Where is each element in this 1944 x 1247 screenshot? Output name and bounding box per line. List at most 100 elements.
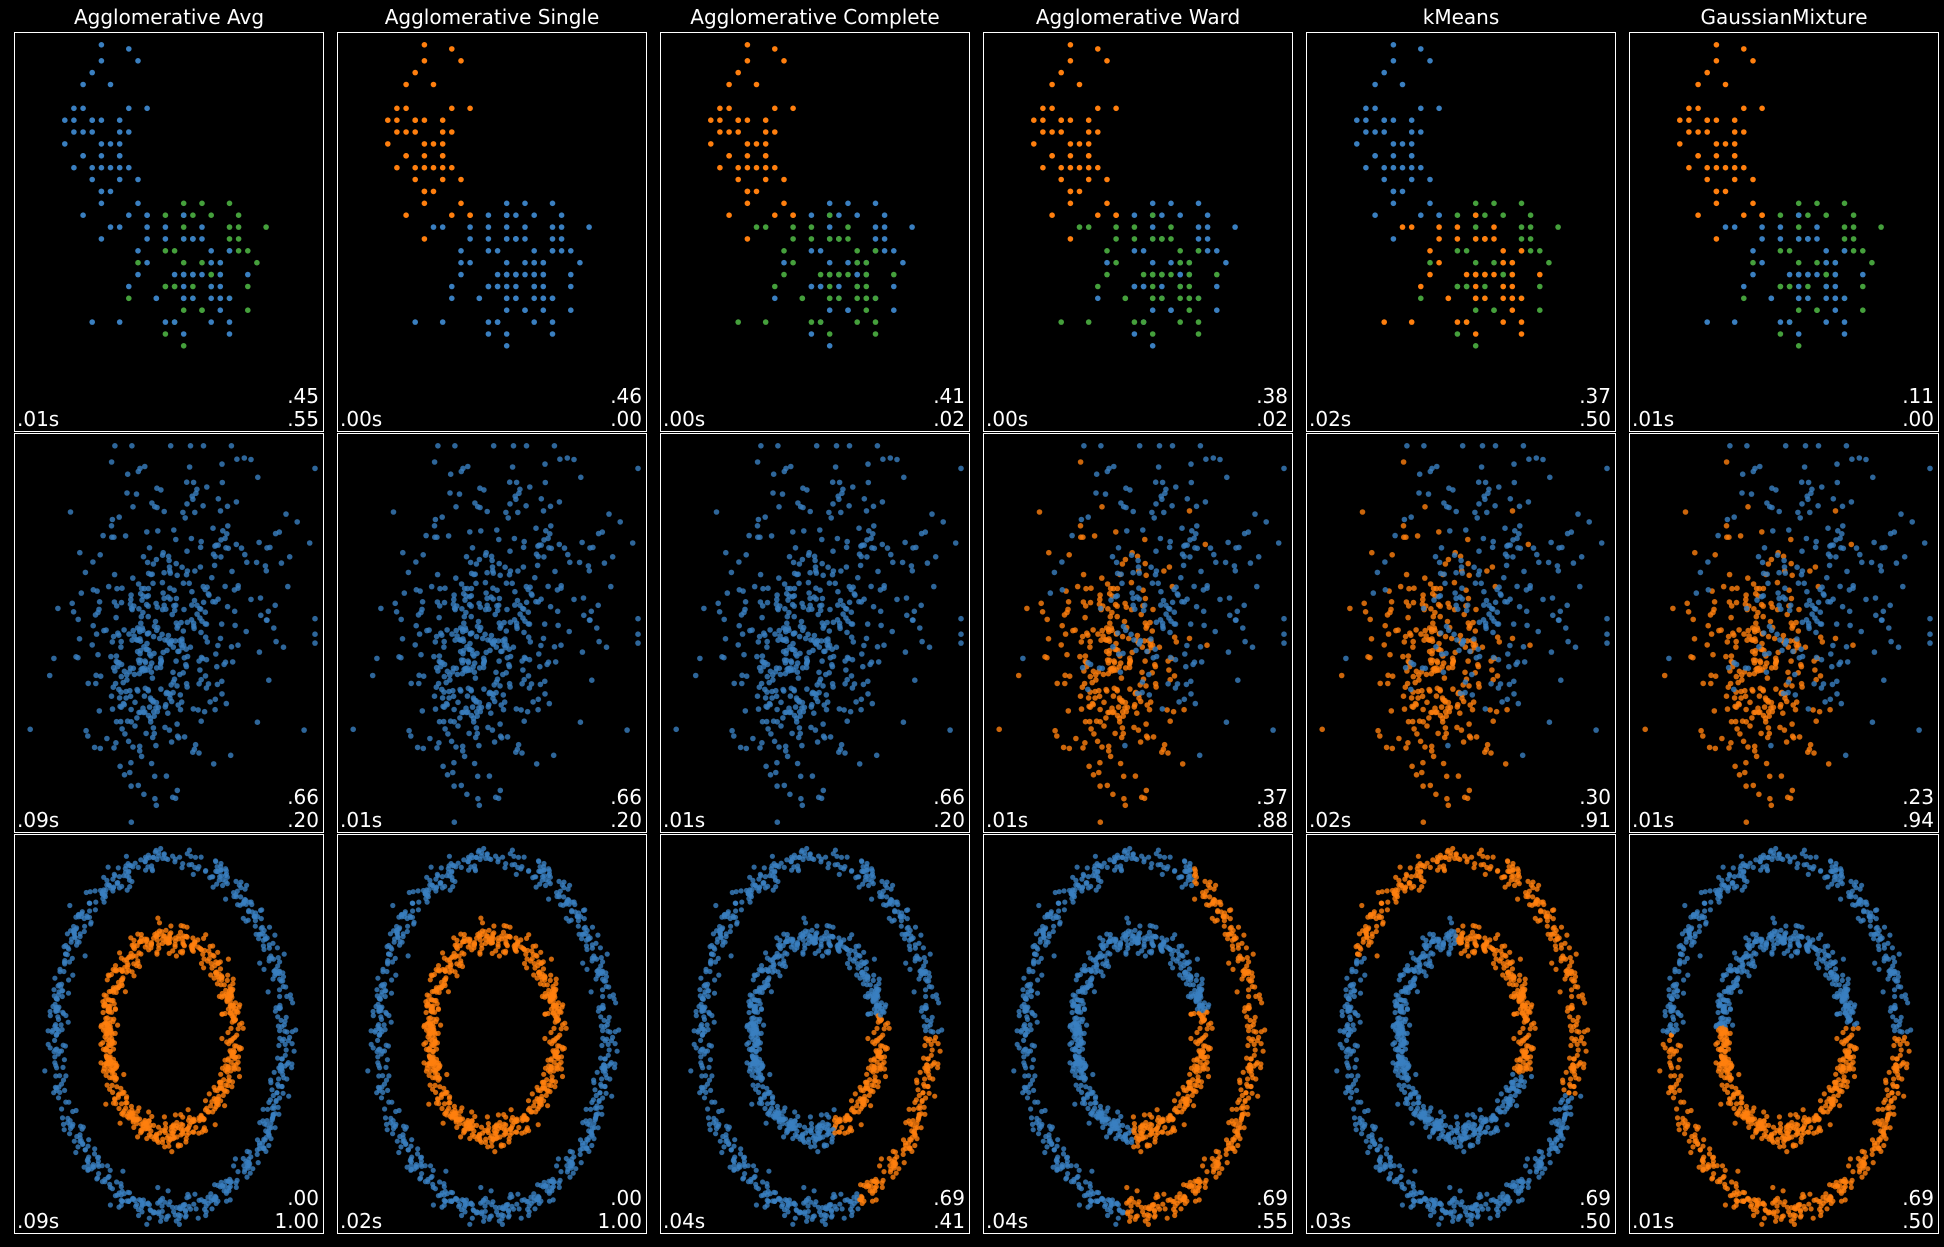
data-point [212, 858, 219, 864]
data-point [80, 1124, 86, 1130]
data-point [52, 1060, 58, 1066]
data-point [1491, 259, 1497, 266]
data-point [1753, 613, 1760, 620]
data-point [1128, 579, 1135, 586]
data-point [1367, 616, 1373, 623]
data-point [135, 1134, 141, 1140]
data-point [534, 562, 541, 569]
data-point [218, 867, 224, 873]
data-point [1878, 617, 1885, 623]
data-point [459, 743, 466, 750]
data-point [108, 459, 115, 465]
data-point [274, 1090, 280, 1096]
data-point [506, 479, 513, 485]
data-point [1454, 224, 1461, 230]
data-point [736, 559, 742, 565]
data-point [1198, 568, 1204, 575]
data-point [1438, 630, 1444, 636]
data-point [557, 456, 563, 462]
data-point [146, 630, 152, 636]
data-point [1082, 614, 1088, 621]
data-point [1462, 689, 1468, 696]
data-point [1773, 686, 1779, 692]
data-point [42, 1068, 48, 1074]
data-point [1131, 331, 1138, 337]
data-point [1744, 637, 1750, 643]
data-point [459, 709, 465, 716]
data-point [1502, 598, 1508, 605]
data-point [107, 1181, 113, 1187]
data-point [819, 595, 826, 602]
data-point [449, 46, 455, 52]
data-point [53, 1008, 59, 1014]
data-point [1122, 556, 1129, 563]
nmi-score: .20 [287, 808, 319, 832]
data-point [119, 585, 125, 591]
data-point [439, 129, 446, 135]
data-point [1476, 501, 1482, 507]
data-point [419, 708, 426, 714]
data-point [71, 129, 77, 135]
data-point [1488, 605, 1495, 612]
data-point [799, 742, 805, 749]
data-point [312, 631, 318, 637]
data-point [1500, 319, 1506, 325]
data-point [276, 1083, 282, 1089]
data-point [1690, 616, 1696, 623]
data-point [182, 1207, 189, 1213]
data-point [1466, 721, 1472, 727]
data-point [85, 680, 91, 687]
data-point [1438, 651, 1445, 657]
data-point [743, 552, 749, 558]
data-point [1195, 248, 1202, 254]
data-point [1204, 224, 1211, 230]
data-point [813, 695, 819, 701]
data-point [1799, 619, 1806, 626]
data-point [1509, 508, 1516, 514]
data-point [1362, 609, 1369, 615]
data-point [767, 772, 774, 778]
data-point [1756, 791, 1762, 798]
data-point [153, 802, 160, 809]
data-point [140, 627, 146, 634]
data-point [856, 525, 862, 531]
data-point [85, 1159, 91, 1165]
data-point [535, 706, 541, 713]
data-point [558, 248, 565, 254]
data-point [1235, 677, 1241, 683]
data-point [135, 58, 141, 64]
data-point [131, 1196, 137, 1202]
data-point [1104, 58, 1110, 64]
data-point [392, 600, 398, 607]
data-point [275, 955, 281, 961]
data-point [223, 1190, 229, 1196]
data-point [203, 656, 210, 663]
data-point [812, 727, 819, 733]
data-point [270, 940, 276, 946]
data-point [807, 508, 813, 515]
data-point [1118, 734, 1125, 741]
data-point [1832, 307, 1839, 314]
data-point [394, 105, 400, 112]
data-point [1757, 658, 1763, 664]
data-point [828, 515, 834, 521]
data-point [107, 141, 114, 147]
data-point [1755, 627, 1761, 634]
data-point [467, 105, 473, 112]
data-point [513, 749, 519, 755]
data-point [1750, 248, 1756, 254]
data-point [1152, 479, 1159, 485]
data-point [146, 651, 153, 657]
data-point [172, 602, 179, 609]
data-point [98, 42, 105, 48]
data-point [69, 600, 75, 607]
data-point [1746, 671, 1753, 678]
data-point [549, 236, 556, 242]
data-point [268, 1125, 274, 1131]
data-point [222, 659, 229, 665]
data-point [1489, 667, 1495, 673]
data-point [958, 615, 964, 622]
nmi-score: .55 [287, 407, 319, 431]
data-point [232, 1156, 238, 1162]
data-point [785, 665, 792, 672]
